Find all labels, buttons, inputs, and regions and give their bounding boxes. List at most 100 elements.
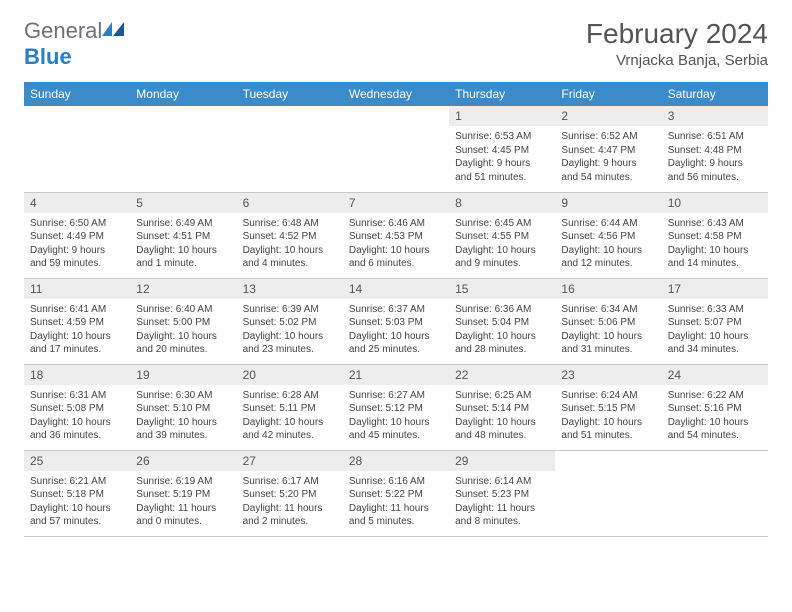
calendar-cell: 23Sunrise: 6:24 AMSunset: 5:15 PMDayligh… [555,364,661,450]
calendar-cell: 20Sunrise: 6:28 AMSunset: 5:11 PMDayligh… [237,364,343,450]
calendar-cell: 8Sunrise: 6:45 AMSunset: 4:55 PMDaylight… [449,192,555,278]
header: GeneralBlue February 2024 Vrnjacka Banja… [24,18,768,70]
calendar-cell: 13Sunrise: 6:39 AMSunset: 5:02 PMDayligh… [237,278,343,364]
title-block: February 2024 Vrnjacka Banja, Serbia [586,18,768,69]
calendar-cell: 28Sunrise: 6:16 AMSunset: 5:22 PMDayligh… [343,450,449,536]
day-info: Sunrise: 6:33 AMSunset: 5:07 PMDaylight:… [662,299,768,361]
calendar-cell: 12Sunrise: 6:40 AMSunset: 5:00 PMDayligh… [130,278,236,364]
day-number: 8 [449,193,555,213]
logo-blue: Blue [24,44,72,69]
calendar-cell: 4Sunrise: 6:50 AMSunset: 4:49 PMDaylight… [24,192,130,278]
calendar-cell: 2Sunrise: 6:52 AMSunset: 4:47 PMDaylight… [555,106,661,192]
calendar-cell: 10Sunrise: 6:43 AMSunset: 4:58 PMDayligh… [662,192,768,278]
day-number: 10 [662,193,768,213]
weekday-wed: Wednesday [343,82,449,106]
logo-general: General [24,18,102,43]
calendar-cell: 26Sunrise: 6:19 AMSunset: 5:19 PMDayligh… [130,450,236,536]
day-number: 29 [449,451,555,471]
day-number: 5 [130,193,236,213]
day-info: Sunrise: 6:14 AMSunset: 5:23 PMDaylight:… [449,471,555,533]
calendar-row: 4Sunrise: 6:50 AMSunset: 4:49 PMDaylight… [24,192,768,278]
calendar-cell: .. [555,450,661,536]
day-info: Sunrise: 6:39 AMSunset: 5:02 PMDaylight:… [237,299,343,361]
calendar-cell: 22Sunrise: 6:25 AMSunset: 5:14 PMDayligh… [449,364,555,450]
day-number: 25 [24,451,130,471]
calendar-row: 18Sunrise: 6:31 AMSunset: 5:08 PMDayligh… [24,364,768,450]
day-info: Sunrise: 6:19 AMSunset: 5:19 PMDaylight:… [130,471,236,533]
calendar-cell: 19Sunrise: 6:30 AMSunset: 5:10 PMDayligh… [130,364,236,450]
day-info: Sunrise: 6:31 AMSunset: 5:08 PMDaylight:… [24,385,130,447]
day-info: Sunrise: 6:40 AMSunset: 5:00 PMDaylight:… [130,299,236,361]
day-info: Sunrise: 6:44 AMSunset: 4:56 PMDaylight:… [555,213,661,275]
calendar-cell: 1Sunrise: 6:53 AMSunset: 4:45 PMDaylight… [449,106,555,192]
calendar-cell: 6Sunrise: 6:48 AMSunset: 4:52 PMDaylight… [237,192,343,278]
day-number: 26 [130,451,236,471]
day-number: 11 [24,279,130,299]
day-info: Sunrise: 6:16 AMSunset: 5:22 PMDaylight:… [343,471,449,533]
day-info: Sunrise: 6:28 AMSunset: 5:11 PMDaylight:… [237,385,343,447]
weekday-tue: Tuesday [237,82,343,106]
day-number: 12 [130,279,236,299]
calendar-row: ........1Sunrise: 6:53 AMSunset: 4:45 PM… [24,106,768,192]
weekday-fri: Friday [555,82,661,106]
day-number: 14 [343,279,449,299]
calendar-cell: .. [130,106,236,192]
calendar-cell: 17Sunrise: 6:33 AMSunset: 5:07 PMDayligh… [662,278,768,364]
day-info: Sunrise: 6:22 AMSunset: 5:16 PMDaylight:… [662,385,768,447]
day-number: 23 [555,365,661,385]
calendar-cell: 7Sunrise: 6:46 AMSunset: 4:53 PMDaylight… [343,192,449,278]
calendar-row: 25Sunrise: 6:21 AMSunset: 5:18 PMDayligh… [24,450,768,536]
day-info: Sunrise: 6:49 AMSunset: 4:51 PMDaylight:… [130,213,236,275]
day-info: Sunrise: 6:17 AMSunset: 5:20 PMDaylight:… [237,471,343,533]
day-number: 9 [555,193,661,213]
calendar-cell: .. [343,106,449,192]
day-info: Sunrise: 6:43 AMSunset: 4:58 PMDaylight:… [662,213,768,275]
day-info: Sunrise: 6:25 AMSunset: 5:14 PMDaylight:… [449,385,555,447]
day-info: Sunrise: 6:46 AMSunset: 4:53 PMDaylight:… [343,213,449,275]
day-number: 13 [237,279,343,299]
day-number: 4 [24,193,130,213]
day-info: Sunrise: 6:37 AMSunset: 5:03 PMDaylight:… [343,299,449,361]
day-info: Sunrise: 6:30 AMSunset: 5:10 PMDaylight:… [130,385,236,447]
day-info: Sunrise: 6:48 AMSunset: 4:52 PMDaylight:… [237,213,343,275]
calendar-row: 11Sunrise: 6:41 AMSunset: 4:59 PMDayligh… [24,278,768,364]
day-info: Sunrise: 6:51 AMSunset: 4:48 PMDaylight:… [662,126,768,188]
calendar-cell: 18Sunrise: 6:31 AMSunset: 5:08 PMDayligh… [24,364,130,450]
day-info: Sunrise: 6:45 AMSunset: 4:55 PMDaylight:… [449,213,555,275]
day-number: 28 [343,451,449,471]
day-info: Sunrise: 6:52 AMSunset: 4:47 PMDaylight:… [555,126,661,188]
day-number: 27 [237,451,343,471]
weekday-header-row: Sunday Monday Tuesday Wednesday Thursday… [24,82,768,106]
day-number: 21 [343,365,449,385]
day-number: 18 [24,365,130,385]
day-number: 17 [662,279,768,299]
day-number: 6 [237,193,343,213]
day-number: 22 [449,365,555,385]
calendar-cell: 27Sunrise: 6:17 AMSunset: 5:20 PMDayligh… [237,450,343,536]
day-number: 2 [555,106,661,126]
weekday-sat: Saturday [662,82,768,106]
calendar-cell: .. [237,106,343,192]
logo: GeneralBlue [24,18,124,70]
calendar-cell: 5Sunrise: 6:49 AMSunset: 4:51 PMDaylight… [130,192,236,278]
calendar-cell: 25Sunrise: 6:21 AMSunset: 5:18 PMDayligh… [24,450,130,536]
calendar-cell: 14Sunrise: 6:37 AMSunset: 5:03 PMDayligh… [343,278,449,364]
calendar-cell: 24Sunrise: 6:22 AMSunset: 5:16 PMDayligh… [662,364,768,450]
calendar-cell: .. [662,450,768,536]
day-info: Sunrise: 6:21 AMSunset: 5:18 PMDaylight:… [24,471,130,533]
day-info: Sunrise: 6:50 AMSunset: 4:49 PMDaylight:… [24,213,130,275]
calendar-cell: 15Sunrise: 6:36 AMSunset: 5:04 PMDayligh… [449,278,555,364]
day-number: 24 [662,365,768,385]
day-number: 1 [449,106,555,126]
calendar-cell: 16Sunrise: 6:34 AMSunset: 5:06 PMDayligh… [555,278,661,364]
calendar-cell: .. [24,106,130,192]
weekday-thu: Thursday [449,82,555,106]
day-number: 19 [130,365,236,385]
day-info: Sunrise: 6:36 AMSunset: 5:04 PMDaylight:… [449,299,555,361]
day-number: 20 [237,365,343,385]
calendar-cell: 9Sunrise: 6:44 AMSunset: 4:56 PMDaylight… [555,192,661,278]
day-info: Sunrise: 6:34 AMSunset: 5:06 PMDaylight:… [555,299,661,361]
day-number: 7 [343,193,449,213]
weekday-sun: Sunday [24,82,130,106]
day-number: 3 [662,106,768,126]
